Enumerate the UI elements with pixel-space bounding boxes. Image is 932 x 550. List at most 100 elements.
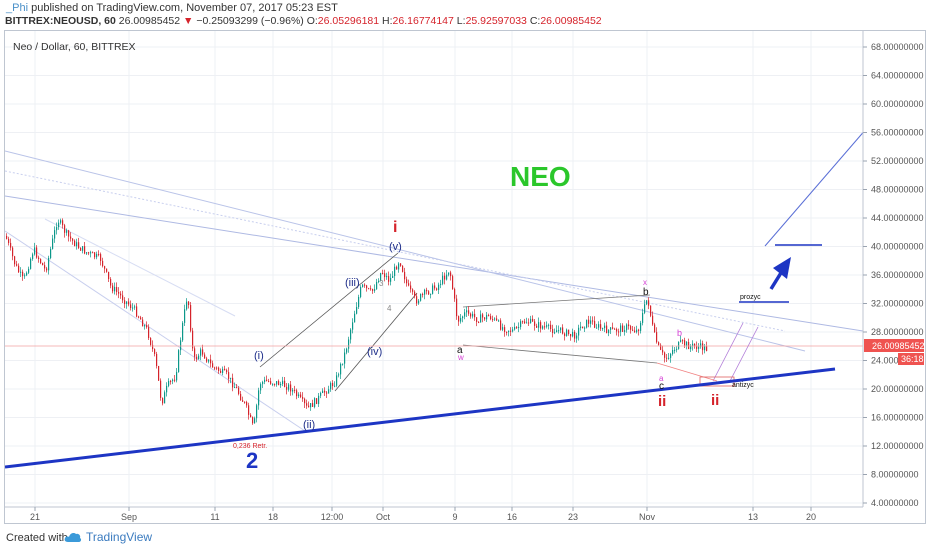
candle-body [270,381,272,384]
time-axis[interactable]: 21 Sep 11 18 12:00 Oct 9 16 23 Nov 13 20 [5,506,863,522]
time-tick-label: 11 [210,512,219,522]
candle-body [588,319,590,324]
candle-body [610,327,612,330]
candle-body [190,305,192,331]
candle-body [80,247,82,251]
candle-body [142,319,144,327]
candle-body [332,383,334,387]
candle-body [130,304,132,309]
candle-body [106,268,108,272]
candle-body [350,329,352,340]
candle-body [384,273,386,278]
candle-body [622,325,624,332]
candle-body [94,252,96,258]
candle-body [172,379,174,382]
candle-body [406,279,408,284]
candle-body [140,317,142,320]
price-tick-label: 64.00000000 [871,71,924,81]
candle-body [56,227,58,231]
candle-body [686,341,688,346]
chart-area[interactable]: Neo / Dollar, 60, BITTREX NEO i (v) (iii… [4,30,926,524]
candle-body [342,363,344,365]
candle-body [600,324,602,329]
price-tick-label: 48.00000000 [871,185,924,195]
price-tick-label: 56.00000000 [871,128,924,138]
candle-body [82,246,84,251]
candle-body [16,264,18,266]
time-tick-label: 9 [452,512,457,522]
candle-body [122,295,124,301]
candle-body [188,301,190,306]
candle-body [450,272,452,277]
candle-body [114,286,116,292]
candle-body [390,277,392,282]
candle-body [252,417,254,424]
candle-body [500,320,502,330]
tradingview-brand[interactable]: TradingView [64,530,152,544]
candle-body [522,321,524,323]
author-link[interactable]: _Phi [6,2,29,14]
candle-body [6,236,8,239]
candle-body [706,346,708,351]
candle-body [338,374,340,376]
candle-body [138,316,140,318]
price-tick-label: 20.00000000 [871,384,924,394]
candle-body [576,335,578,339]
candle-body [306,403,308,406]
candle-body [32,254,34,259]
candle-body [632,329,634,331]
candle-body [186,301,188,310]
candle-body [572,331,574,337]
label-b: b [643,287,649,298]
ohlc-line: BITTREX:NEOUSD, 60 26.00985452 ▼ −0.2509… [5,15,602,27]
candle-body [346,348,348,353]
candle-body [490,316,492,320]
time-tick-label: 20 [806,512,816,522]
neo-watermark: NEO [510,161,571,192]
low-label: L: [456,15,466,27]
candle-body [696,346,698,349]
candle-body [396,266,398,270]
antizyc-label: antizyc [732,382,754,389]
candle-body [642,312,644,323]
candle-body [356,307,358,314]
candle-body [212,363,214,368]
candle-body [150,338,152,345]
candle-body [582,326,584,329]
candle-body [418,300,420,304]
candle-body [254,418,256,424]
price-change: −0.25093299 (−0.96%) [196,15,304,27]
candle-body [606,325,608,334]
candle-body [126,301,128,304]
candle-body [488,315,490,317]
candle-body [398,263,400,270]
candle-body [54,230,56,239]
candle-body [246,402,248,406]
candle-body [614,328,616,330]
candle-body [608,329,610,334]
candle-body [514,326,516,330]
candle-body [470,313,472,317]
candle-body [46,268,48,271]
candle-body [348,339,350,349]
candle-body [276,381,278,385]
candle-body [64,225,66,233]
candle-body [308,405,310,408]
candle-body [196,356,198,360]
candle-body [640,322,642,331]
candle-body [244,401,246,403]
candle-body [644,304,646,313]
price-tick-label: 40.00000000 [871,242,924,252]
candle-body [162,397,164,404]
candle-body [532,318,534,322]
candle-body [580,326,582,328]
candle-body [570,333,572,337]
main-support-line [5,367,836,469]
candle-body [50,248,52,258]
candle-body [262,381,264,385]
big-arrow [769,257,791,290]
price-chart[interactable]: Neo / Dollar, 60, BITTREX NEO i (v) (iii… [5,31,925,523]
candle-body [420,293,422,301]
candle-body [658,342,660,345]
price-axis[interactable]: 68.00000000 64.00000000 60.00000000 56.0000… [862,31,925,508]
